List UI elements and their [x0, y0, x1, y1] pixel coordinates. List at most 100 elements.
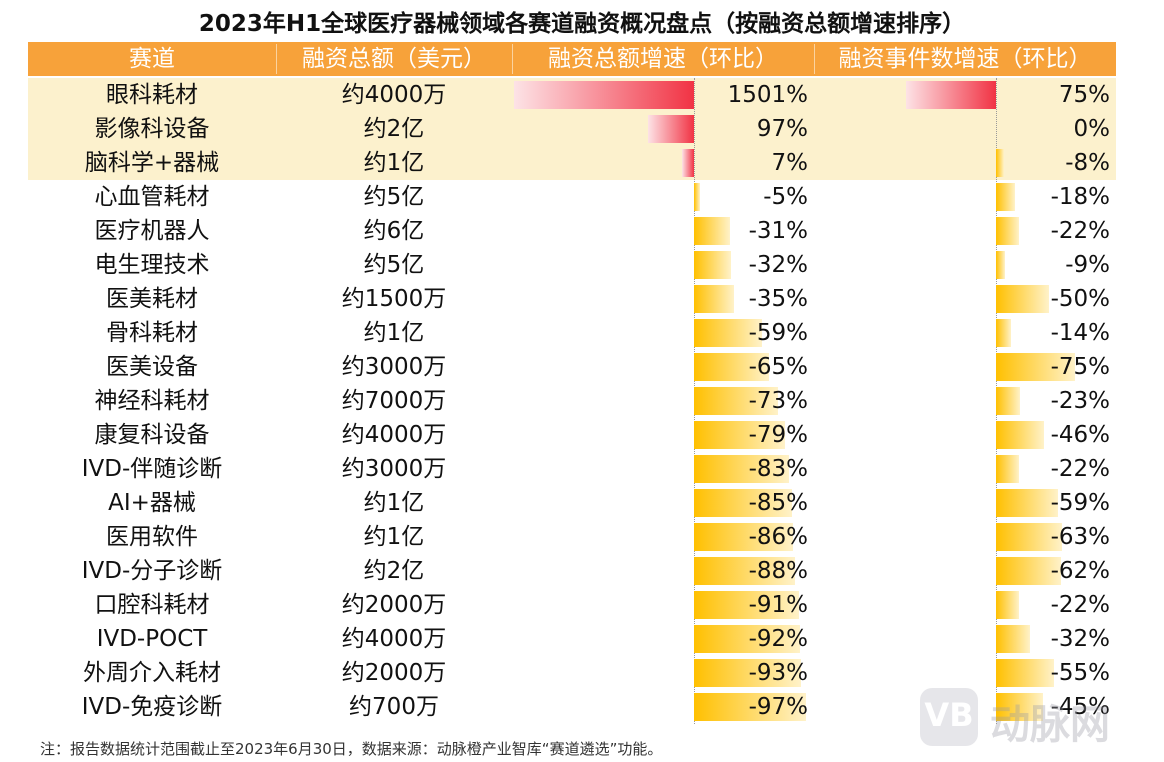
amount-growth-label: -93% [748, 660, 808, 686]
row-name: AI+器械 [108, 490, 196, 516]
amount-growth-bar [694, 217, 730, 245]
amount-growth-bar [694, 353, 769, 381]
event-growth-label: -75% [1050, 354, 1110, 380]
amount-growth-bar [694, 319, 762, 347]
header-cell-0: 赛道 [28, 42, 276, 76]
row-amount: 约1亿 [363, 320, 425, 346]
row-amount: 约700万 [349, 694, 439, 720]
amount-growth-label: -32% [748, 252, 808, 278]
amount-growth-bar [694, 421, 785, 449]
row-name: IVD-免疫诊断 [81, 694, 223, 720]
amount-growth-label: -5% [763, 184, 808, 210]
footnote: 注：报告数据统计范围截止至2023年6月30日，数据来源：动脉橙产业智库“赛道遴… [40, 740, 663, 758]
event-growth-label: -45% [1050, 694, 1110, 720]
amount-growth-bar [694, 625, 800, 653]
amount-growth-bar [694, 455, 790, 483]
event-growth-bar [996, 251, 1006, 279]
event-growth-label: -14% [1050, 320, 1110, 346]
row-name: 医美设备 [106, 354, 198, 380]
row-name: IVD-POCT [96, 626, 208, 652]
amount-growth-label: -86% [748, 524, 808, 550]
row-name: 电生理技术 [94, 252, 210, 278]
amount-growth-label: 7% [771, 150, 809, 176]
header-cell-2: 融资总额增速（环比） [512, 42, 814, 76]
amount-growth-bar [694, 183, 700, 211]
row-amount: 约2000万 [341, 660, 447, 686]
row-amount: 约5亿 [363, 252, 425, 278]
row-name: 骨科耗材 [106, 320, 198, 346]
amount-growth-bar [694, 251, 731, 279]
amount-growth-bar [694, 489, 792, 517]
event-growth-label: -22% [1050, 592, 1110, 618]
event-growth-bar [906, 81, 996, 109]
amount-growth-label: -91% [748, 592, 808, 618]
amount-growth-label: -83% [748, 456, 808, 482]
event-growth-label: 75% [1058, 82, 1110, 108]
row-amount: 约1亿 [363, 524, 425, 550]
amount-growth-label: -85% [748, 490, 808, 516]
row-name: 心血管耗材 [94, 184, 210, 210]
amount-growth-bar [694, 659, 801, 687]
amount-growth-label: -92% [748, 626, 808, 652]
event-growth-label: -63% [1050, 524, 1110, 550]
row-name: IVD-伴随诊断 [81, 456, 223, 482]
event-growth-bar [996, 421, 1045, 449]
amount-growth-bar [694, 387, 778, 415]
event-growth-bar [996, 353, 1075, 381]
chart-title: 2023年H1全球医疗器械领域各赛道融资概况盘点（按融资总额增速排序） [198, 11, 966, 37]
event-growth-label: -46% [1050, 422, 1110, 448]
watermark-text: 动脉网 [990, 702, 1110, 748]
event-growth-bar [996, 183, 1015, 211]
header-separator [814, 44, 815, 74]
amount-growth-label: -73% [748, 388, 808, 414]
amount-growth-bar [648, 115, 694, 143]
row-name: 眼科耗材 [106, 82, 198, 108]
event-growth-label: -62% [1050, 558, 1110, 584]
event-growth-label: -9% [1065, 252, 1110, 278]
amount-growth-label: -31% [748, 218, 808, 244]
row-name: 神经科耗材 [94, 388, 210, 414]
row-amount: 约3000万 [341, 456, 447, 482]
row-amount: 约3000万 [341, 354, 447, 380]
event-growth-label: -55% [1050, 660, 1110, 686]
row-name: 外周介入耗材 [83, 660, 221, 686]
header-separator [276, 44, 277, 74]
row-name: 口腔科耗材 [94, 592, 210, 618]
amount-growth-bar [694, 285, 735, 313]
event-growth-label: -18% [1050, 184, 1110, 210]
event-growth-label: -23% [1050, 388, 1110, 414]
amount-growth-label: -79% [748, 422, 808, 448]
event-growth-bar [996, 489, 1058, 517]
amount-growth-label: 1501% [727, 82, 808, 108]
row-amount: 约2亿 [363, 116, 425, 142]
amount-growth-label: -59% [748, 320, 808, 346]
amount-growth-bar [694, 693, 806, 721]
row-amount: 约2亿 [363, 558, 425, 584]
row-name: IVD-分子诊断 [81, 558, 223, 584]
row-name: 脑科学+器械 [84, 150, 220, 176]
event-growth-bar [996, 319, 1011, 347]
row-name: 医疗机器人 [94, 218, 210, 244]
amount-growth-bar [694, 591, 799, 619]
row-name: 医用软件 [106, 524, 198, 550]
amount-growth-bar [694, 557, 796, 585]
event-growth-bar [996, 557, 1062, 585]
row-amount: 约4000万 [341, 626, 447, 652]
event-growth-label: -22% [1050, 456, 1110, 482]
row-amount: 约4000万 [341, 422, 447, 448]
amount-growth-label: 97% [756, 116, 808, 142]
header-cell-3: 融资事件数增速（环比） [814, 42, 1116, 76]
row-amount: 约1亿 [363, 490, 425, 516]
event-growth-label: -32% [1050, 626, 1110, 652]
row-amount: 约1500万 [341, 286, 447, 312]
event-growth-label: 0% [1073, 116, 1111, 142]
event-growth-bar [996, 625, 1030, 653]
row-amount: 约5亿 [363, 184, 425, 210]
event-growth-bar [996, 217, 1020, 245]
amount-growth-bar [681, 149, 694, 177]
event-growth-bar [996, 693, 1044, 721]
vb-logo-icon: VB [920, 688, 978, 746]
event-growth-bar [996, 591, 1020, 619]
row-amount: 约1亿 [363, 150, 425, 176]
amount-growth-bar [514, 81, 694, 109]
